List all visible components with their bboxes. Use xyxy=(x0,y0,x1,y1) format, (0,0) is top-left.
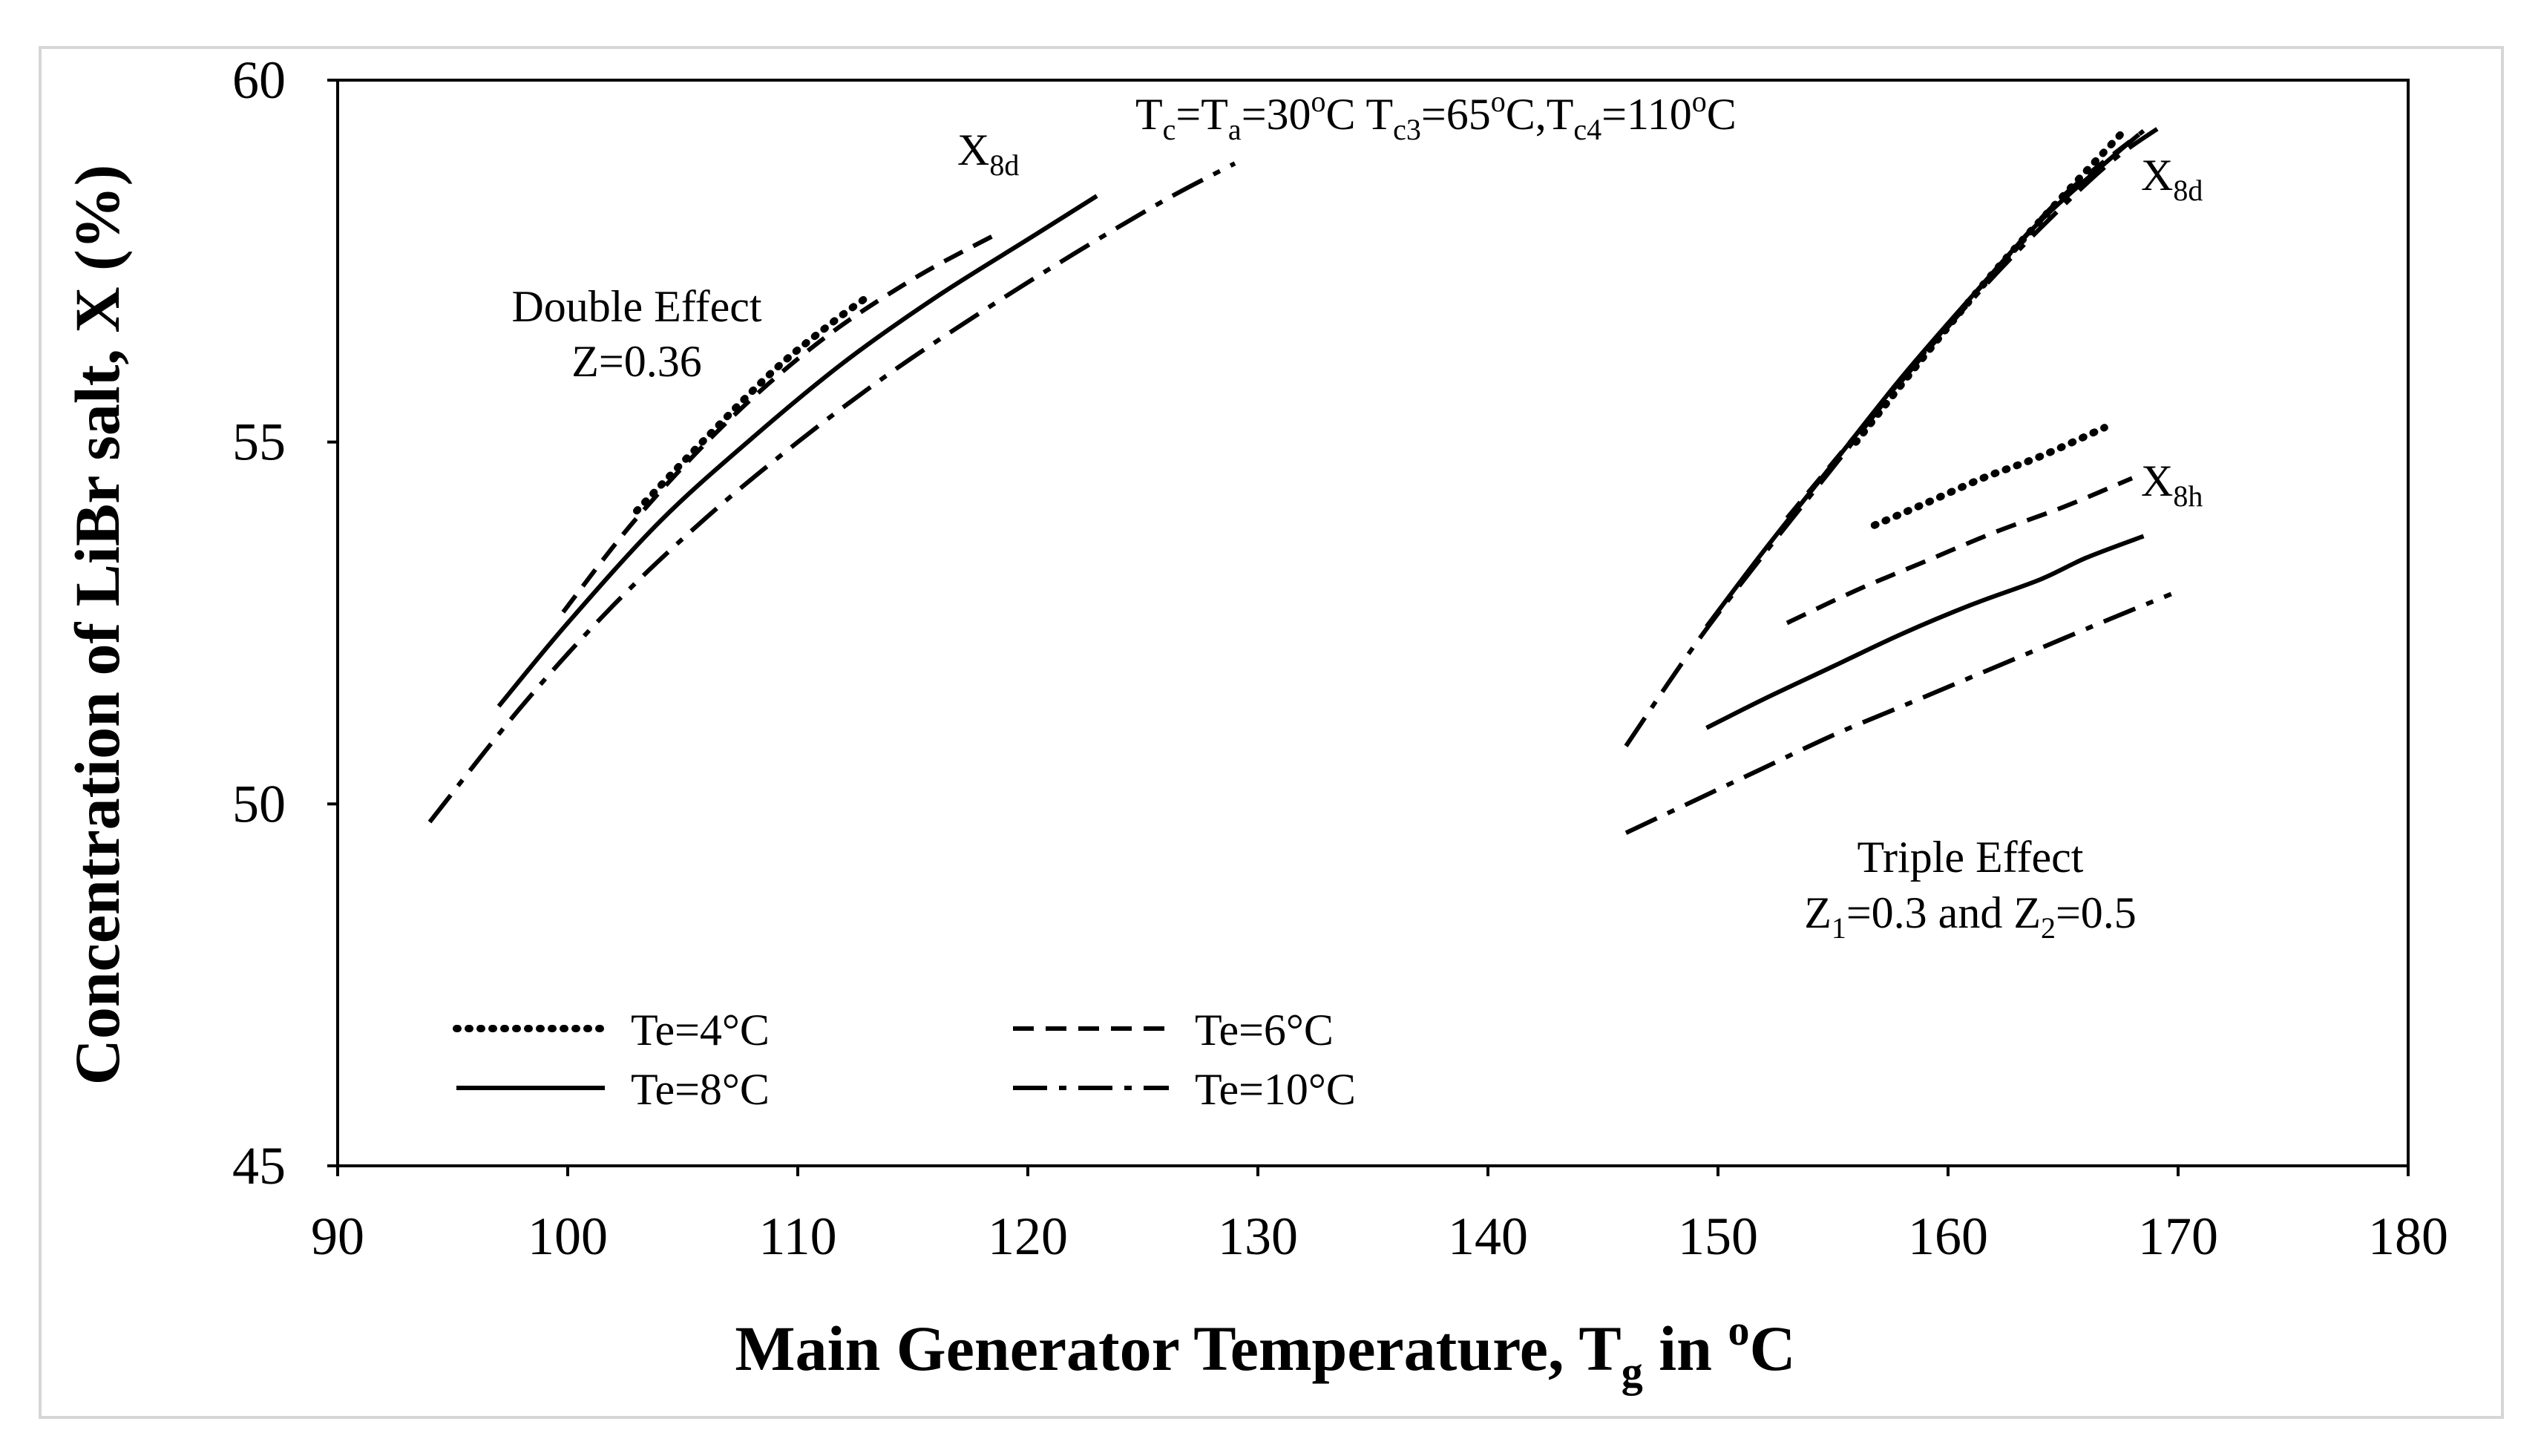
legend-label-te6: Te=6°C xyxy=(1195,1006,1334,1055)
double-effect-title: Double Effect xyxy=(511,282,761,331)
x-tick-label: 160 xyxy=(1908,1207,1988,1266)
series-line-9 xyxy=(1870,424,2108,529)
series-line-10 xyxy=(1786,476,2134,626)
x-tick-label: 170 xyxy=(2138,1207,2218,1266)
x-tick-label: 180 xyxy=(2368,1207,2448,1266)
series-line-7 xyxy=(1705,132,2141,629)
x8h-triple-label: X8h xyxy=(2141,456,2203,513)
x8d-triple-label: X8d xyxy=(2141,151,2203,207)
legend: Te=4°C Te=6°C Te=8°C Te=10°C xyxy=(453,1006,1356,1114)
x8d-double-label: X8d xyxy=(957,125,1019,182)
x-tick-label: 130 xyxy=(1218,1207,1298,1266)
series-line-11 xyxy=(1705,534,2145,730)
x-tick-label: 150 xyxy=(1678,1207,1758,1266)
y-tick-label: 55 xyxy=(232,413,286,472)
x-axis-title: Main Generator Temperature, Tg in oC xyxy=(735,1306,1795,1396)
x-tick-label: 120 xyxy=(988,1207,1068,1266)
legend-label-te10: Te=10°C xyxy=(1195,1065,1356,1114)
y-axis-title: Concentration of LiBr salt, X (%) xyxy=(62,165,133,1086)
series-line-4 xyxy=(427,161,1236,824)
x-tick-label: 100 xyxy=(528,1207,608,1266)
chart-frame xyxy=(39,46,2504,1419)
y-axis-ticks: 45 50 55 60 xyxy=(232,50,338,1196)
triple-effect-z: Z1=0.3 and Z2=0.5 xyxy=(1804,888,2137,945)
plot-area xyxy=(336,79,2410,1167)
conditions-annotation: Tc=Ta=30oC Tc3=65oC,Tc4=110oC xyxy=(1135,85,1737,146)
legend-label-te4: Te=4°C xyxy=(631,1006,770,1055)
y-tick-label: 50 xyxy=(232,774,286,833)
series-layer xyxy=(427,125,2172,836)
series-line-8 xyxy=(1624,125,2161,747)
series-line-5 xyxy=(1852,131,2125,446)
series-line-6 xyxy=(1785,128,2145,520)
series-line-3 xyxy=(496,194,1098,708)
series-line-1 xyxy=(633,293,871,515)
legend-label-te8: Te=8°C xyxy=(631,1065,770,1114)
x-tick-label: 140 xyxy=(1448,1207,1528,1266)
x-tick-label: 110 xyxy=(758,1207,836,1266)
y-tick-label: 60 xyxy=(232,50,286,110)
series-line-2 xyxy=(561,234,994,614)
double-effect-z: Z=0.36 xyxy=(571,337,702,386)
y-tick-label: 45 xyxy=(232,1136,286,1196)
x-axis-ticks: 90 100 110 120 130 140 150 160 170 180 xyxy=(311,1166,2448,1266)
triple-effect-title: Triple Effect xyxy=(1858,833,2084,882)
x-tick-label: 90 xyxy=(311,1207,364,1266)
series-line-12 xyxy=(1624,591,2172,836)
